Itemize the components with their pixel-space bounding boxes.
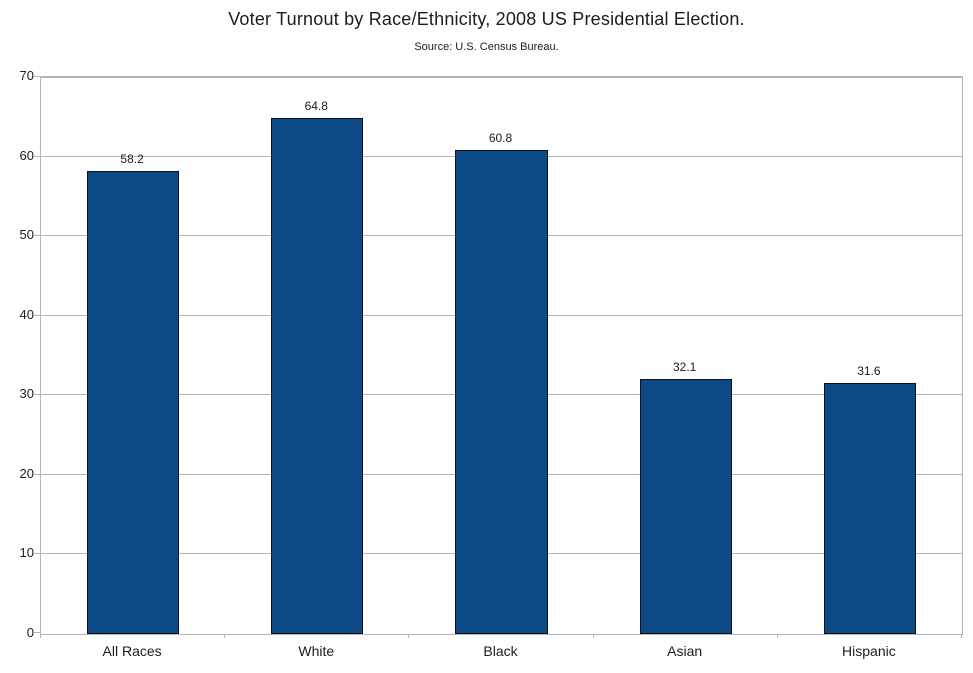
- x-axis-tick: [224, 634, 226, 638]
- category-label: All Races: [102, 643, 162, 659]
- y-axis-tick: [34, 394, 40, 396]
- bar: [271, 118, 364, 634]
- y-tick-label: 0: [26, 625, 34, 640]
- category-label: Hispanic: [842, 643, 896, 659]
- x-axis-tick: [40, 634, 41, 638]
- y-tick-label: 30: [19, 386, 34, 402]
- chart-title: Voter Turnout by Race/Ethnicity, 2008 US…: [228, 9, 745, 29]
- bar: [87, 170, 180, 634]
- y-axis-tick: [34, 76, 40, 77]
- value-label: 31.6: [857, 363, 881, 378]
- plot-area: [40, 76, 963, 635]
- y-tick-label: 60: [19, 147, 34, 163]
- y-axis-tick: [34, 553, 40, 555]
- y-tick-label: 50: [19, 227, 34, 243]
- x-axis-tick: [776, 634, 778, 638]
- y-axis-tick: [34, 473, 40, 475]
- value-label: 58.2: [120, 151, 144, 166]
- category-label: Asian: [667, 643, 703, 659]
- y-tick-label: 10: [19, 545, 34, 561]
- y-axis-tick: [34, 155, 40, 157]
- x-axis-tick: [408, 634, 410, 638]
- y-axis-tick: [34, 235, 40, 237]
- y-tick-label: 20: [19, 465, 34, 481]
- y-axis-tick: [34, 314, 40, 316]
- bar: [823, 382, 916, 634]
- bar: [639, 378, 732, 634]
- x-axis-tick: [592, 634, 594, 638]
- value-label: 60.8: [488, 131, 513, 146]
- chart-subtitle: Source: U.S. Census Bureau.: [414, 41, 559, 53]
- x-axis-tick: [961, 634, 962, 638]
- gridline: [41, 77, 962, 78]
- category-label: Black: [483, 643, 518, 659]
- bar: [455, 150, 548, 634]
- y-tick-label: 40: [19, 306, 34, 322]
- value-label: 32.1: [673, 359, 697, 374]
- value-label: 64.8: [304, 99, 328, 114]
- y-tick-label: 70: [19, 68, 34, 83]
- y-axis-tick: [34, 632, 40, 633]
- category-label: White: [298, 643, 335, 659]
